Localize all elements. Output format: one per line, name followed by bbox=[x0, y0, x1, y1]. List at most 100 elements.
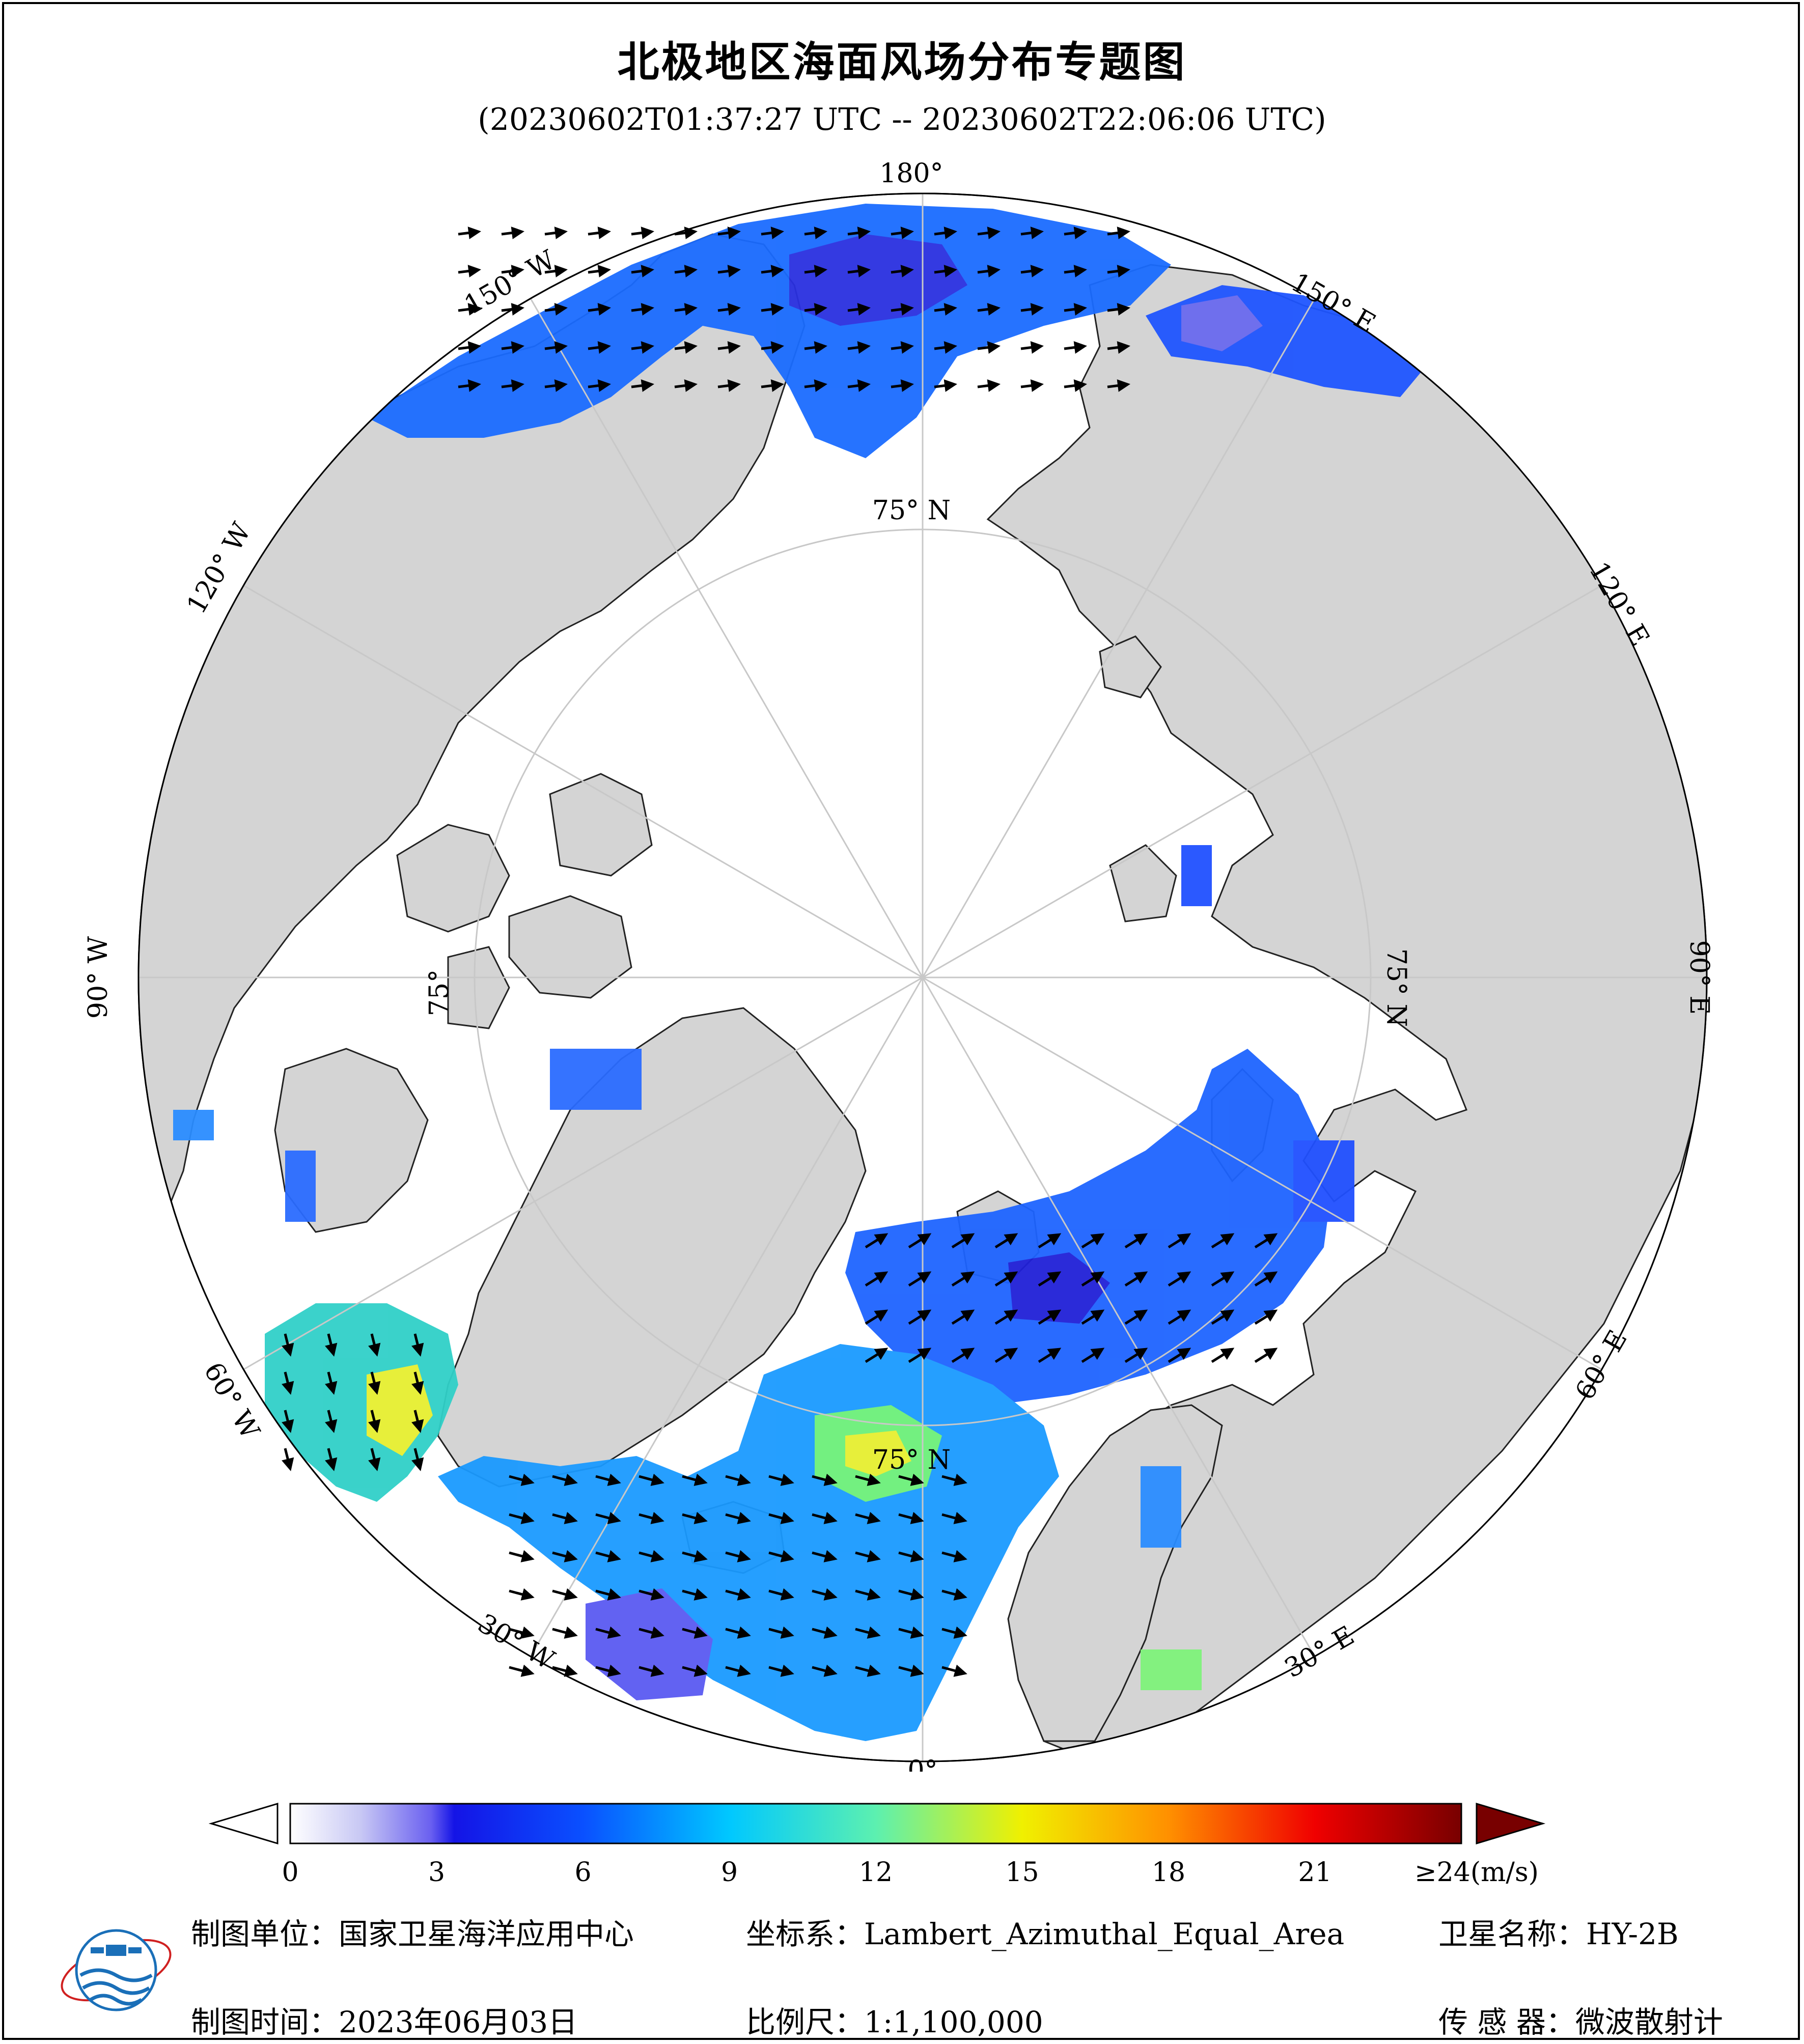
wind-arrow bbox=[639, 1626, 664, 1639]
wind-arrow bbox=[282, 1333, 294, 1357]
wind-arrow bbox=[588, 227, 611, 239]
land-severnaya bbox=[1109, 844, 1177, 922]
wind-arrow bbox=[674, 265, 698, 277]
wind-arrow bbox=[725, 1664, 751, 1677]
wind-arrow bbox=[368, 1333, 381, 1357]
wind-arrow bbox=[934, 303, 957, 316]
wind-arrow bbox=[588, 379, 611, 392]
meridian-line bbox=[243, 976, 923, 1370]
wind-arrow bbox=[941, 1511, 967, 1524]
wind-arrow bbox=[768, 1550, 794, 1562]
wind-arrow bbox=[1020, 227, 1044, 239]
colorbar-tick-9: 9 bbox=[720, 1857, 738, 1888]
wind-arrow bbox=[501, 265, 524, 277]
wind-arrow bbox=[934, 227, 957, 239]
wind-arrow bbox=[891, 341, 914, 354]
wind-field-labrador bbox=[265, 1303, 458, 1502]
wind-arrow bbox=[552, 1550, 578, 1562]
wind-arrow bbox=[855, 1550, 881, 1562]
wind-arrow bbox=[717, 341, 741, 354]
wind-arrow bbox=[1168, 1271, 1191, 1287]
wind-arrow bbox=[1038, 1309, 1062, 1325]
wind-arrow bbox=[812, 1511, 838, 1524]
wind-field-pacific bbox=[367, 204, 1171, 458]
colorbar-tick-0: 0 bbox=[282, 1857, 299, 1888]
colorbar-tick-15: 15 bbox=[1005, 1857, 1039, 1888]
wind-arrow bbox=[631, 303, 654, 316]
wind-arrow bbox=[682, 1626, 708, 1639]
wind-arrow bbox=[908, 1309, 932, 1325]
wind-arrow bbox=[1254, 1348, 1278, 1363]
wind-arrow bbox=[951, 1309, 975, 1325]
wind-arrow bbox=[368, 1448, 381, 1471]
wind-arrow bbox=[847, 379, 871, 392]
wind-arrow bbox=[977, 303, 1001, 316]
meridian-line bbox=[922, 976, 1602, 1370]
wind-arrow bbox=[1064, 341, 1087, 354]
footer-sensor: 传 感 器：微波散射计 bbox=[1438, 2005, 1723, 2039]
colorbar-tick-12: 12 bbox=[858, 1857, 893, 1888]
disc-outline bbox=[137, 192, 1708, 1762]
wind-arrow bbox=[855, 1511, 881, 1524]
wind-arrow bbox=[891, 227, 914, 239]
wind-arrow bbox=[552, 1511, 578, 1524]
wind-arrow bbox=[847, 265, 871, 277]
wind-arrow bbox=[411, 1448, 424, 1471]
wind-arrow bbox=[1081, 1233, 1105, 1249]
wind-field-bit-4 bbox=[1141, 1466, 1181, 1548]
wind-arrow bbox=[908, 1271, 932, 1287]
wind-arrow bbox=[898, 1473, 924, 1486]
wind-arrow bbox=[898, 1664, 924, 1677]
wind-field-norwegian-peak bbox=[845, 1431, 911, 1476]
footer-coord: 坐标系：Lambert_Azimuthal_Equal_Area bbox=[746, 1917, 1345, 1951]
wind-arrow bbox=[552, 1473, 578, 1486]
meridian-line bbox=[243, 584, 923, 978]
colorbar-tick-18: 18 bbox=[1151, 1857, 1186, 1888]
wind-arrow bbox=[682, 1588, 708, 1601]
wind-arrow bbox=[544, 303, 568, 316]
wind-arrow bbox=[761, 379, 784, 392]
wind-arrow bbox=[631, 341, 654, 354]
wind-arrow bbox=[941, 1626, 967, 1639]
wind-field-bit-7 bbox=[285, 1151, 316, 1222]
wind-arrow bbox=[1081, 1348, 1105, 1363]
meridians bbox=[138, 193, 1707, 1761]
wind-arrow bbox=[1107, 303, 1130, 316]
wind-arrow bbox=[725, 1511, 751, 1524]
lat-label-75-bottom: 75° N bbox=[872, 1445, 951, 1475]
wind-arrow bbox=[458, 227, 481, 239]
colorbar-tick-21: 21 bbox=[1298, 1857, 1332, 1888]
wind-arrow bbox=[595, 1511, 621, 1524]
wind-arrow bbox=[639, 1588, 664, 1601]
wind-arrow bbox=[898, 1511, 924, 1524]
nsoas-logo-icon bbox=[61, 1929, 172, 2011]
wind-arrow bbox=[682, 1550, 708, 1562]
wind-arrow bbox=[674, 227, 698, 239]
wind-arrow bbox=[595, 1664, 621, 1677]
wind-vectors bbox=[282, 227, 1278, 1677]
wind-arrow bbox=[898, 1550, 924, 1562]
wind-arrow bbox=[768, 1473, 794, 1486]
wind-arrow bbox=[325, 1371, 338, 1395]
wind-arrow bbox=[812, 1664, 838, 1677]
colorbar-unit: (m/s) bbox=[1470, 1857, 1539, 1888]
wind-field-bit-5 bbox=[1141, 1649, 1202, 1690]
wind-arrow bbox=[977, 341, 1001, 354]
land-archipelago-1 bbox=[396, 824, 510, 933]
wind-arrow bbox=[1038, 1233, 1062, 1249]
wind-arrow bbox=[631, 227, 654, 239]
wind-arrow bbox=[847, 303, 871, 316]
wind-arrow bbox=[1254, 1309, 1278, 1325]
wind-field-bit-2 bbox=[1181, 845, 1212, 906]
wind-field-bit-6 bbox=[173, 1110, 214, 1140]
wind-arrow bbox=[1107, 265, 1130, 277]
wind-arrow bbox=[761, 227, 784, 239]
wind-arrow bbox=[458, 379, 481, 392]
wind-arrow bbox=[1020, 265, 1044, 277]
wind-arrow bbox=[1107, 227, 1130, 239]
wind-arrow bbox=[544, 379, 568, 392]
wind-arrow bbox=[595, 1550, 621, 1562]
meridian-line bbox=[922, 977, 1316, 1657]
wind-arrow bbox=[631, 379, 654, 392]
